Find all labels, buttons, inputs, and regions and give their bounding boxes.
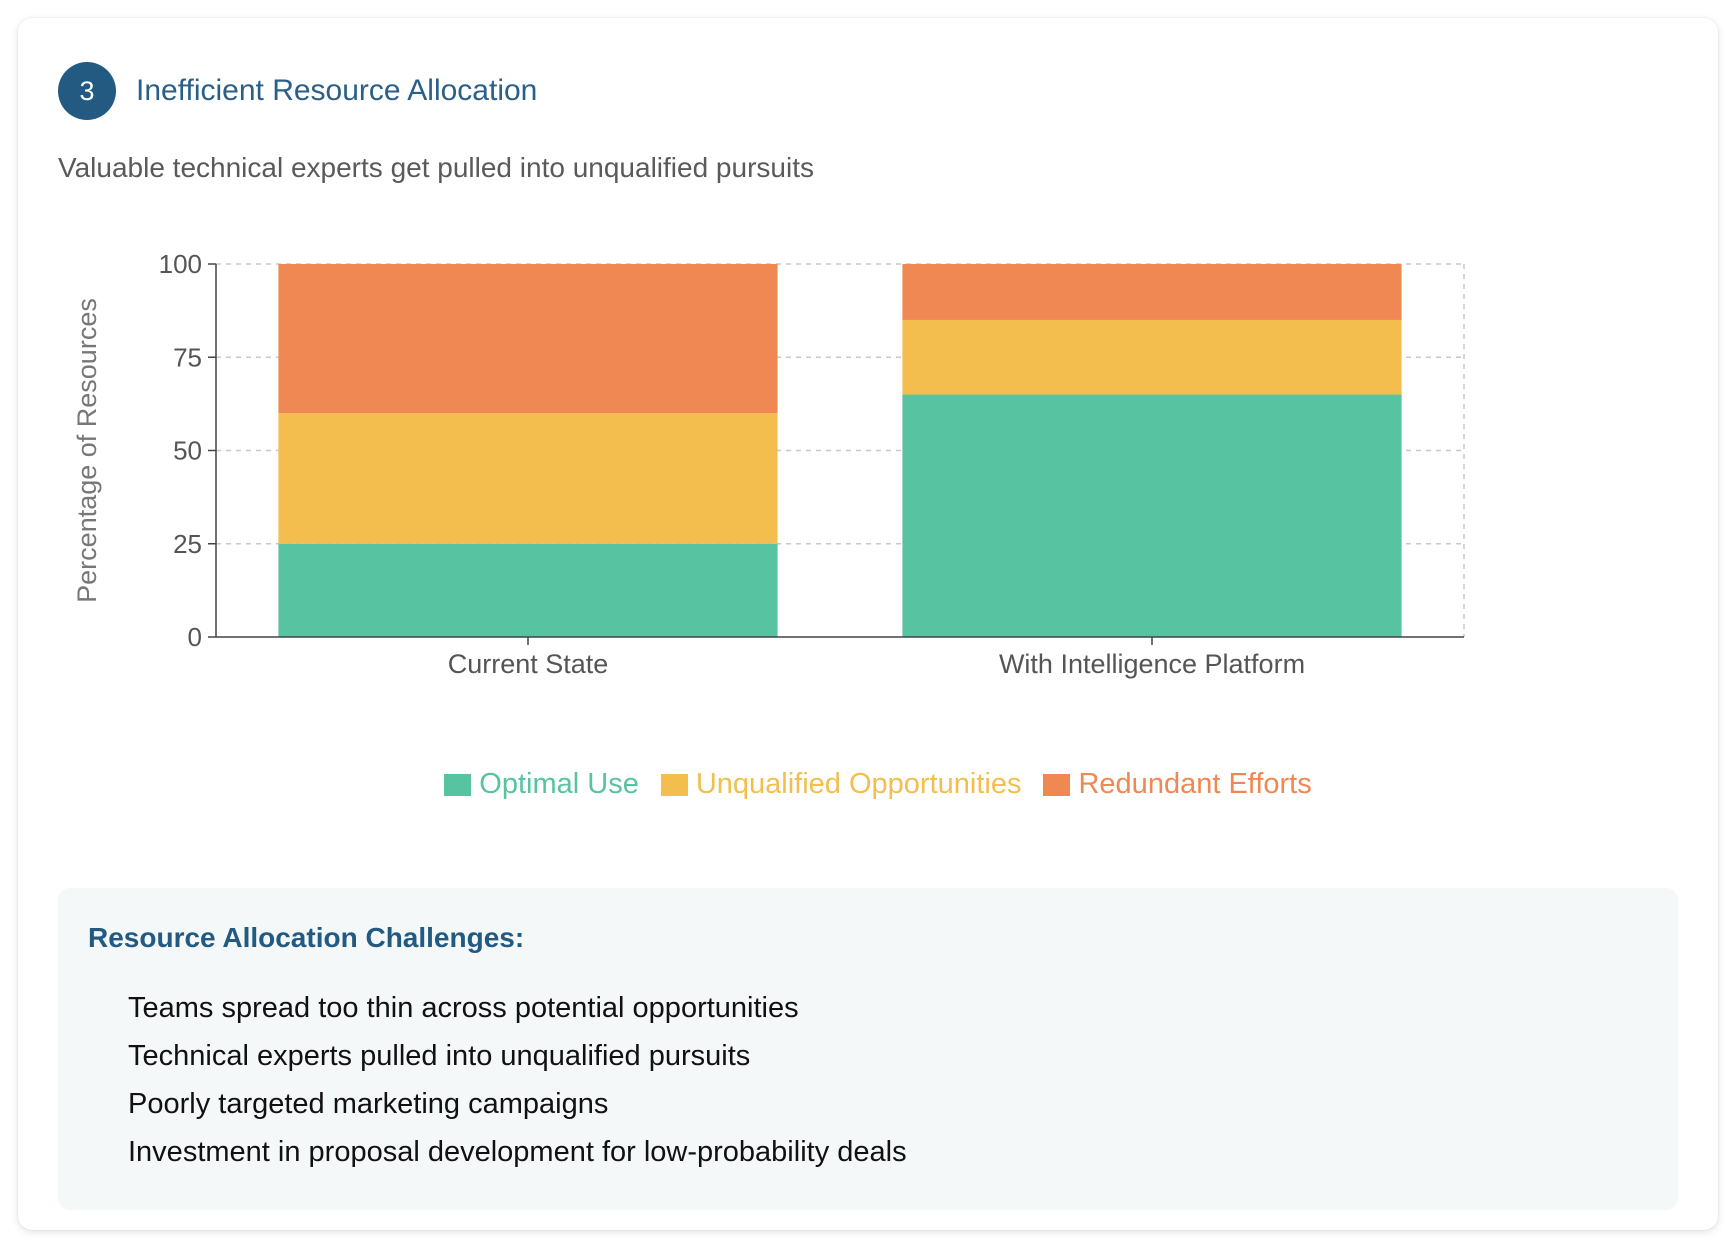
challenge-item: Investment in proposal development for l… [128, 1136, 907, 1168]
y-tick-label: 75 [173, 342, 202, 372]
bar-segment-redundant-efforts [278, 264, 778, 414]
bar-segment-optimal-use [902, 394, 1402, 637]
bar-segment-redundant-efforts [902, 264, 1402, 320]
y-axis-label: Percentage of Resources [72, 298, 102, 603]
challenge-item: Technical experts pulled into unqualifie… [128, 1040, 751, 1072]
bar-layer [278, 264, 1402, 637]
section-title: Inefficient Resource Allocation [136, 74, 538, 107]
chart-legend: Optimal Use Unqualified Opportunities Redu… [58, 768, 1698, 801]
legend-label: Optimal Use [479, 768, 639, 800]
y-tick-label: 50 [173, 436, 202, 466]
legend-label: Redundant Efforts [1078, 768, 1312, 800]
legend-item[interactable]: Unqualified Opportunities [660, 768, 1022, 801]
axis-layer: 0 25 50 75 100 Current State With Intelligence… [72, 249, 1464, 679]
step-number-badge: 3 [58, 62, 116, 120]
resource-allocation-card: 3 Inefficient Resource Allocation Valuab… [18, 18, 1718, 1230]
x-tick-label: With Intelligence Platform [999, 649, 1305, 679]
y-tick-label: 100 [159, 249, 202, 279]
y-tick-label: 0 [188, 622, 202, 652]
legend-item[interactable]: Redundant Efforts [1043, 768, 1312, 801]
bar-segment-unqualified-opportunities [278, 413, 778, 544]
legend-swatch [444, 773, 472, 796]
resource-chart: 0 25 50 75 100 Current State With Intelligence… [58, 238, 1698, 838]
bar-segment-optimal-use [278, 543, 778, 637]
legend-swatch [1043, 773, 1071, 796]
x-tick-label: Current State [448, 649, 609, 679]
legend-item[interactable]: Optimal Use [444, 768, 639, 801]
challenges-title: Resource Allocation Challenges: [88, 922, 525, 953]
bar-segment-unqualified-opportunities [902, 319, 1402, 395]
challenges-panel: Resource Allocation Challenges: Teams sp… [58, 888, 1678, 1210]
section-header: 3 Inefficient Resource Allocation [58, 62, 537, 120]
stacked-bar-chart: 0 25 50 75 100 Current State With Intelligence… [72, 249, 1465, 679]
challenges-list: Teams spread too thin across potential o… [88, 984, 1648, 1176]
challenge-item: Poorly targeted marketing campaigns [128, 1088, 609, 1120]
legend-label: Unqualified Opportunities [695, 768, 1022, 800]
y-tick-label: 25 [173, 529, 202, 559]
section-subtitle: Valuable technical experts get pulled in… [58, 152, 814, 183]
legend-swatch [660, 773, 688, 796]
challenge-item: Teams spread too thin across potential o… [128, 992, 799, 1024]
